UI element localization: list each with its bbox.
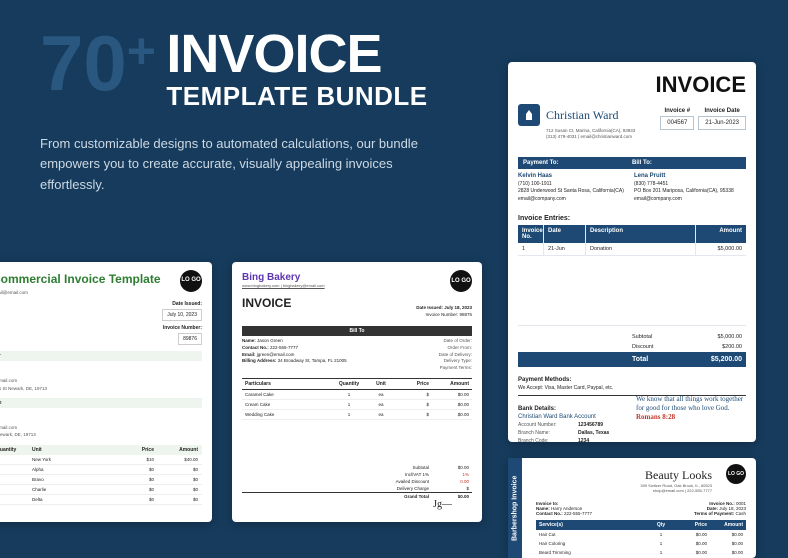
quote: We know that all things work together fo…	[636, 395, 746, 422]
table-row: 121-JunDonation$5,000.00	[518, 243, 746, 256]
invoice-card-bakery: Bing Bakery www.bingbakery.com | bingbak…	[232, 262, 482, 522]
company-name: Christian Ward	[546, 108, 618, 123]
signature: Jg—	[433, 499, 452, 510]
hero-count: 70+	[40, 30, 156, 96]
table-row: Hair Cut1$0.00$0.00	[536, 530, 746, 539]
commercial-title: Commercial Invoice Template	[0, 272, 202, 286]
invoice-card-commercial: Commercial Invoice Template LO GO email@…	[0, 262, 212, 522]
table-row: Caramel Cake1ea$$0.00	[242, 390, 472, 400]
logo-badge: LO GO	[180, 270, 202, 292]
totals-section: Subtotal$5,000.00 Discount$200.00 Total$…	[518, 332, 746, 367]
commercial-header: QuantityUnitPriceAmount	[0, 445, 202, 455]
invoice-meta: Invoice #004567 Invoice Date21-Jun-2023	[660, 108, 746, 130]
hero-description: From customizable designs to automated c…	[40, 134, 430, 196]
table-row: Cream Cake1ea$$0.00	[242, 400, 472, 410]
table-row: Hair Coloring1$0.00$0.00	[536, 539, 746, 548]
logo-badge: LO GO	[726, 464, 746, 484]
table-row: 1Bravo$0$0	[0, 475, 202, 485]
payment-methods-title: Payment Methods:	[518, 377, 746, 383]
company-icon	[518, 104, 540, 126]
date-issued: Date Issued:July 10, 2023 Invoice Number…	[0, 301, 202, 345]
table-row: 3Charlie$0$0	[0, 485, 202, 495]
payment-methods-detail: We Accept: Visa, Master Card, Paypal, et…	[518, 385, 746, 391]
bakery-brand: Bing Bakery	[242, 272, 472, 283]
table-row: Beard Trimming1$0.00$0.00	[536, 548, 746, 557]
barbershop-side-label: Barbershop Invoice	[508, 458, 522, 558]
payment-bill-bar: Payment To:Bill To:	[518, 157, 746, 169]
bakery-header: ParticularsQuantityUnitPriceAmount	[242, 378, 472, 390]
hero-section: 70+ INVOICE TEMPLATE BUNDLE From customi…	[40, 30, 488, 196]
bakery-meta: Date Issued: July 18, 2023Invoice Number…	[416, 304, 472, 318]
logo-badge: LO GO	[450, 270, 472, 292]
barbershop-info: Invoice to: Name: Harry AndersonContact …	[536, 501, 746, 516]
invoice-card-barbershop: Barbershop Invoice LO GO Beauty Looks 39…	[508, 458, 756, 558]
entries-header: Invoice No.DateDescriptionAmount	[518, 225, 746, 243]
entries-title: Invoice Entries:	[518, 215, 746, 222]
invoice-card-main: INVOICE Christian Ward 712 Susan Ct, Mar…	[508, 62, 756, 442]
invoice-title: INVOICE	[518, 72, 746, 98]
payment-bill-details: Kelvin Haas (710) 100-1911 2828 Underwoo…	[518, 172, 746, 204]
table-row: 4New York$10$40.00	[0, 455, 202, 465]
hero-title-line2: TEMPLATE BUNDLE	[166, 81, 427, 112]
bakery-bill-grid: Name: Jason GreenContact No.: 222-555-77…	[242, 338, 472, 372]
barbershop-header: Service(s)QtyPriceAmount	[536, 520, 746, 530]
barbershop-brand: Beauty Looks	[536, 468, 712, 483]
bakery-summary: Subtotal$0.00 Incl/VAT 1%1% Availed Disc…	[242, 464, 472, 500]
bill-to-bar: Bill To	[242, 326, 472, 336]
table-row: Wedding Cake1ea$$0.00	[242, 410, 472, 420]
table-row: 3Delta$0$0	[0, 495, 202, 505]
hero-title: INVOICE TEMPLATE BUNDLE	[166, 30, 427, 112]
table-row: 3Alpha$0$0	[0, 465, 202, 475]
hero-title-line1: INVOICE	[166, 30, 427, 79]
